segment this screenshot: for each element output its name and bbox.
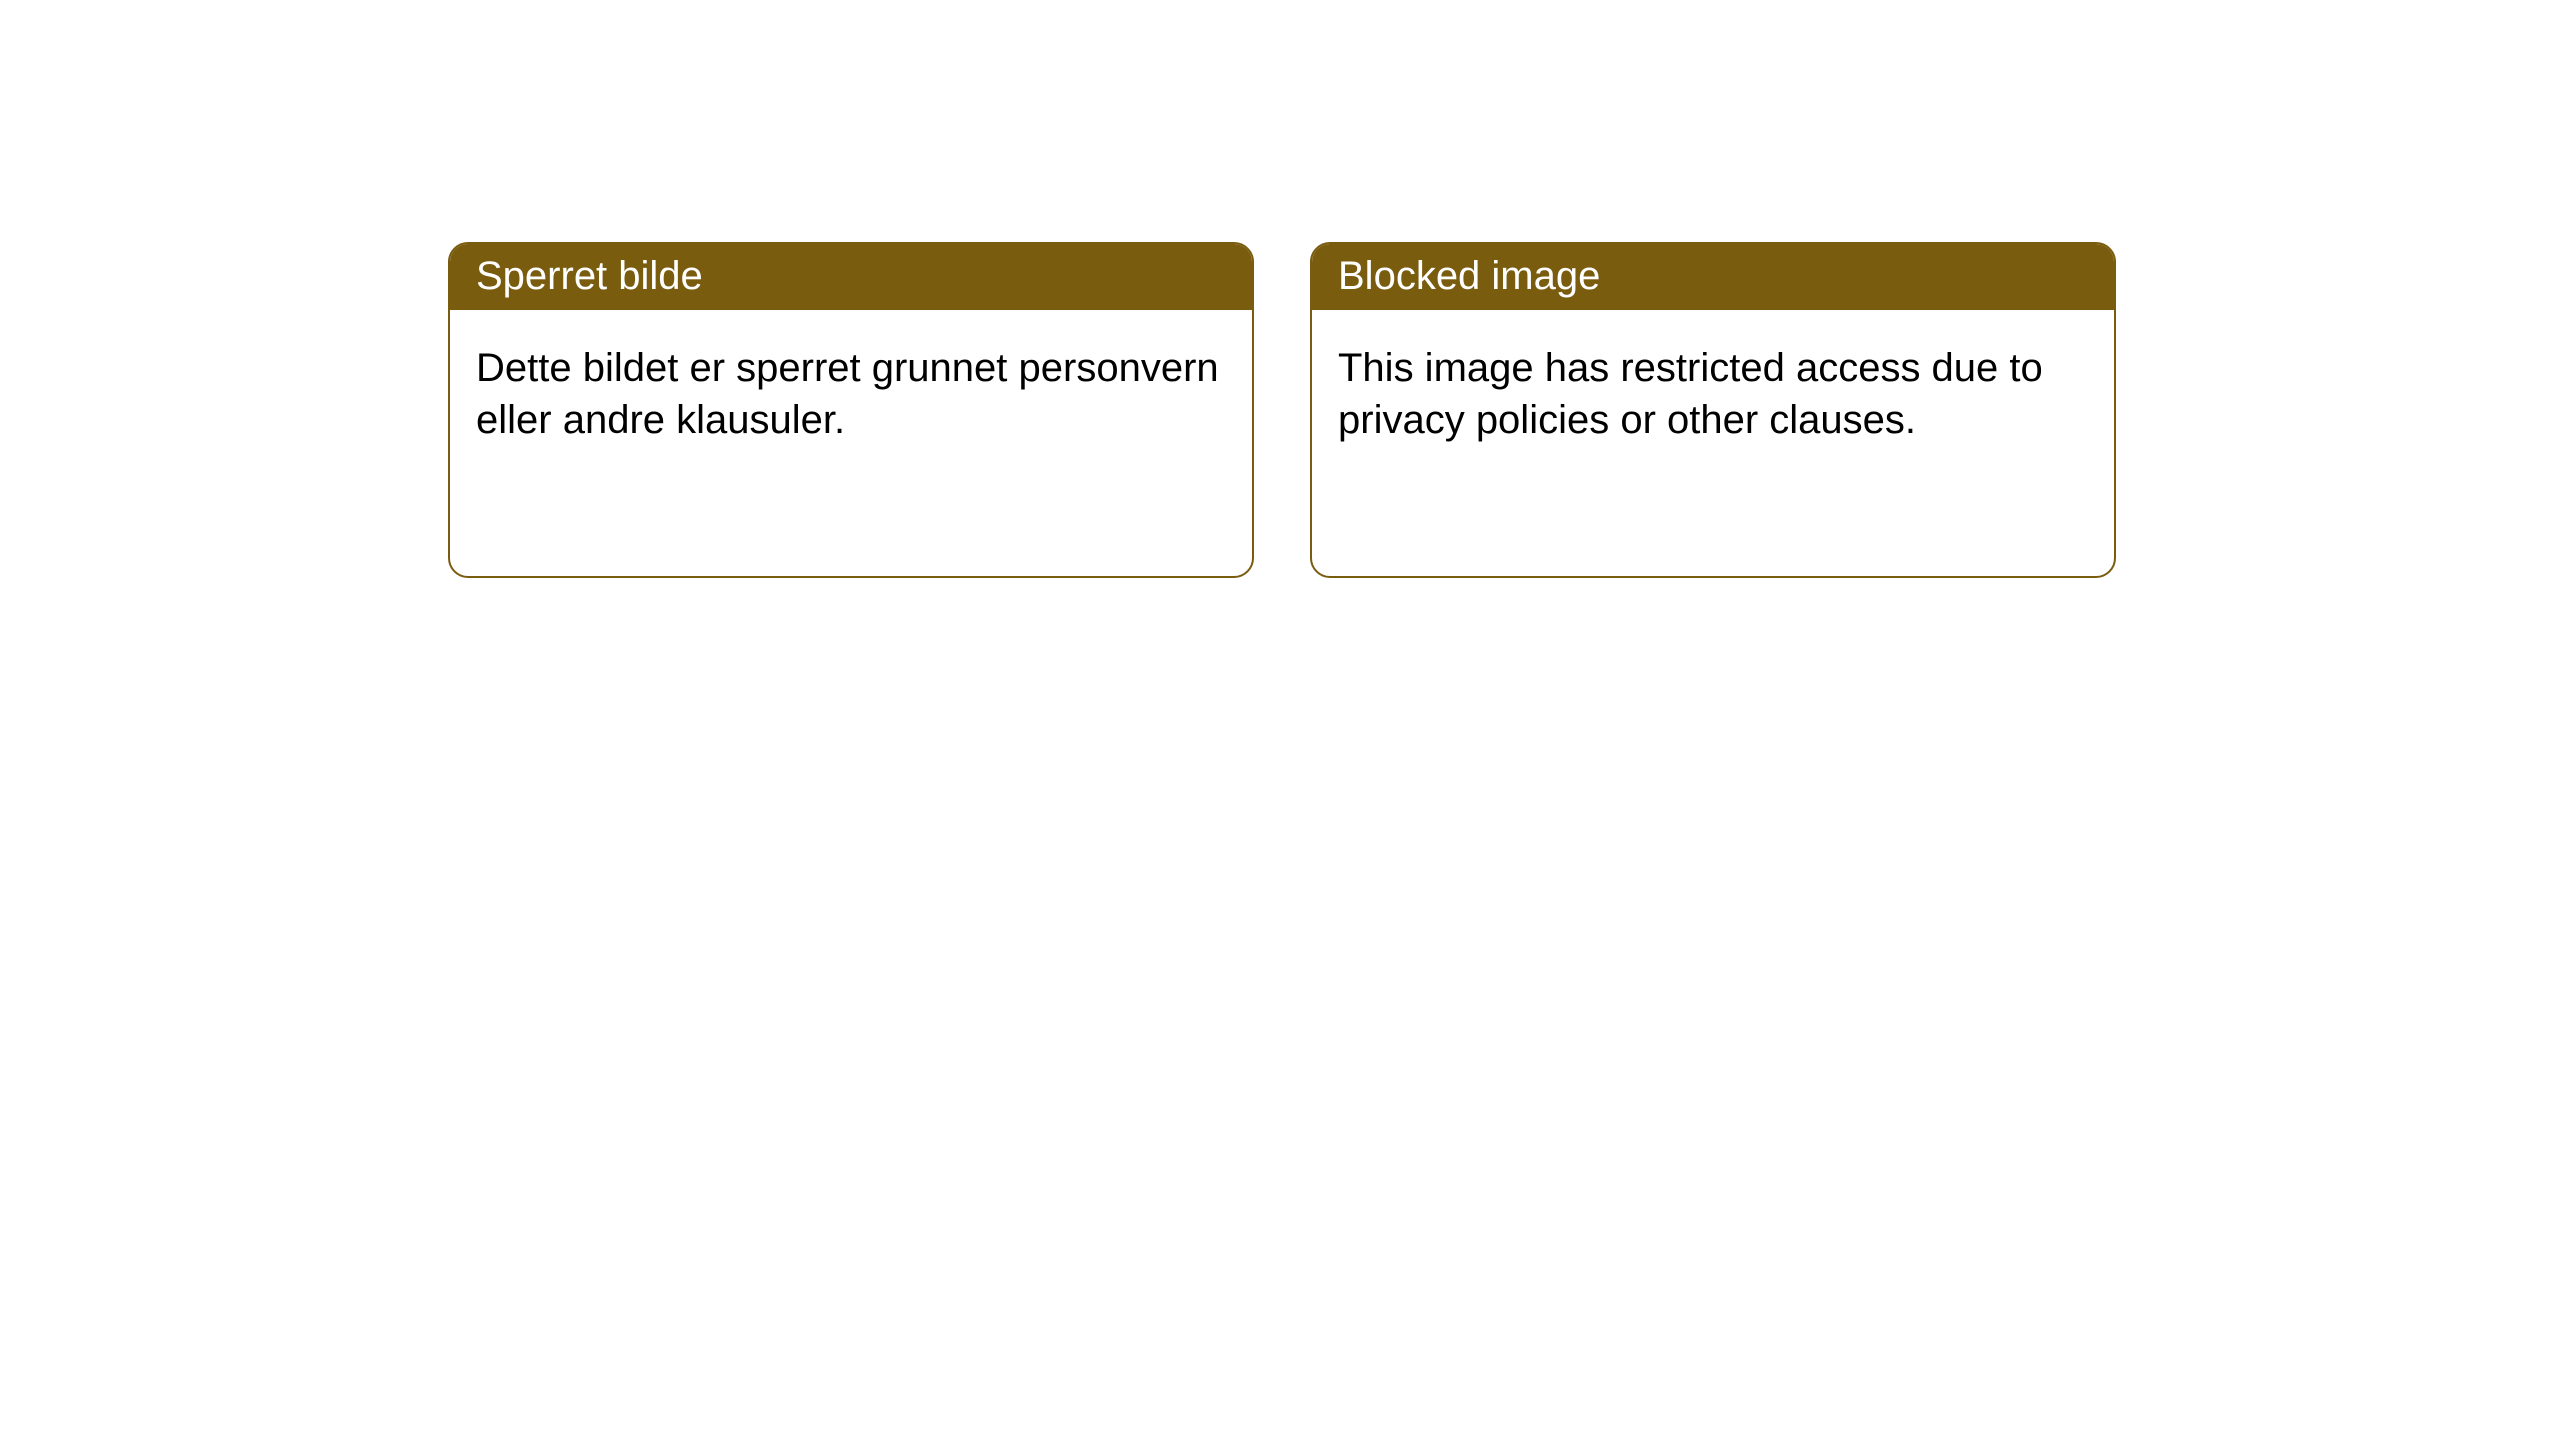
notice-title: Sperret bilde — [450, 244, 1252, 310]
notice-card-norwegian: Sperret bilde Dette bildet er sperret gr… — [448, 242, 1254, 578]
notice-title: Blocked image — [1312, 244, 2114, 310]
notice-container: Sperret bilde Dette bildet er sperret gr… — [0, 0, 2560, 578]
notice-body: This image has restricted access due to … — [1312, 310, 2114, 478]
notice-body: Dette bildet er sperret grunnet personve… — [450, 310, 1252, 478]
notice-card-english: Blocked image This image has restricted … — [1310, 242, 2116, 578]
